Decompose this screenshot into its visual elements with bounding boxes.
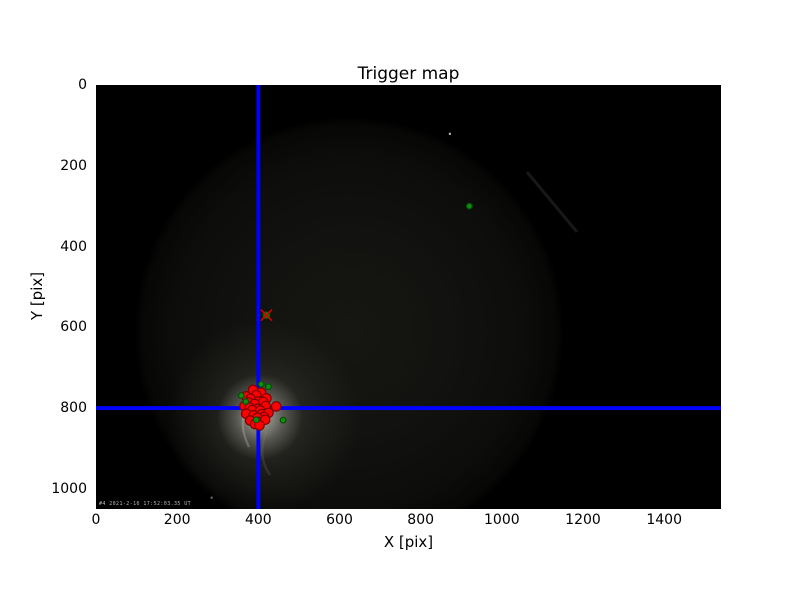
neighbour-pixels-marker: [237, 392, 245, 399]
y-tick-label: 600: [60, 319, 87, 336]
cluster-glow-core: [96, 85, 721, 509]
x-tick-label: 1000: [484, 512, 520, 528]
x-tick-label: 1200: [565, 512, 601, 528]
y-tick-label: 0: [78, 77, 87, 93]
triggered-pixels-marker: [270, 401, 282, 412]
chart-title: Trigger map: [357, 64, 460, 84]
plot-area: #4 2021-2-16 17:52:03.35 UT: [96, 85, 721, 509]
star-speck: [448, 132, 452, 136]
x-axis-label: X [pix]: [383, 533, 434, 551]
neighbour-pixels-marker: [242, 398, 250, 405]
x-tick-label: 600: [326, 512, 353, 528]
x-tick-label: 1400: [646, 512, 682, 528]
y-tick-label: 800: [60, 400, 87, 417]
y-tick-label: 400: [60, 238, 87, 255]
x-tick-label: 800: [407, 512, 435, 528]
faint-streak: [525, 171, 579, 233]
timestamp-overlay: #4 2021-2-16 17:52:03.35 UT: [99, 501, 192, 507]
marker-layer: [96, 85, 721, 509]
neighbour-pixels-marker: [257, 380, 265, 388]
y-tick-label: 200: [60, 157, 87, 174]
y-tick-label: 1000: [51, 480, 87, 497]
neighbour-pixels-marker: [279, 416, 287, 424]
y-axis-label: Y [pix]: [28, 271, 46, 321]
x-tick-label: 200: [163, 512, 191, 528]
neighbour-pixels-marker: [265, 383, 272, 391]
glow-arc-faint: [261, 430, 271, 476]
flagged-pixel-cross: [260, 309, 273, 322]
x-tick-label: 0: [91, 512, 101, 528]
neighbour-pixels-marker: [465, 202, 473, 210]
neighbour-pixels-marker: [252, 416, 260, 424]
star-speck: [210, 496, 213, 499]
x-tick-label: 400: [244, 512, 272, 528]
